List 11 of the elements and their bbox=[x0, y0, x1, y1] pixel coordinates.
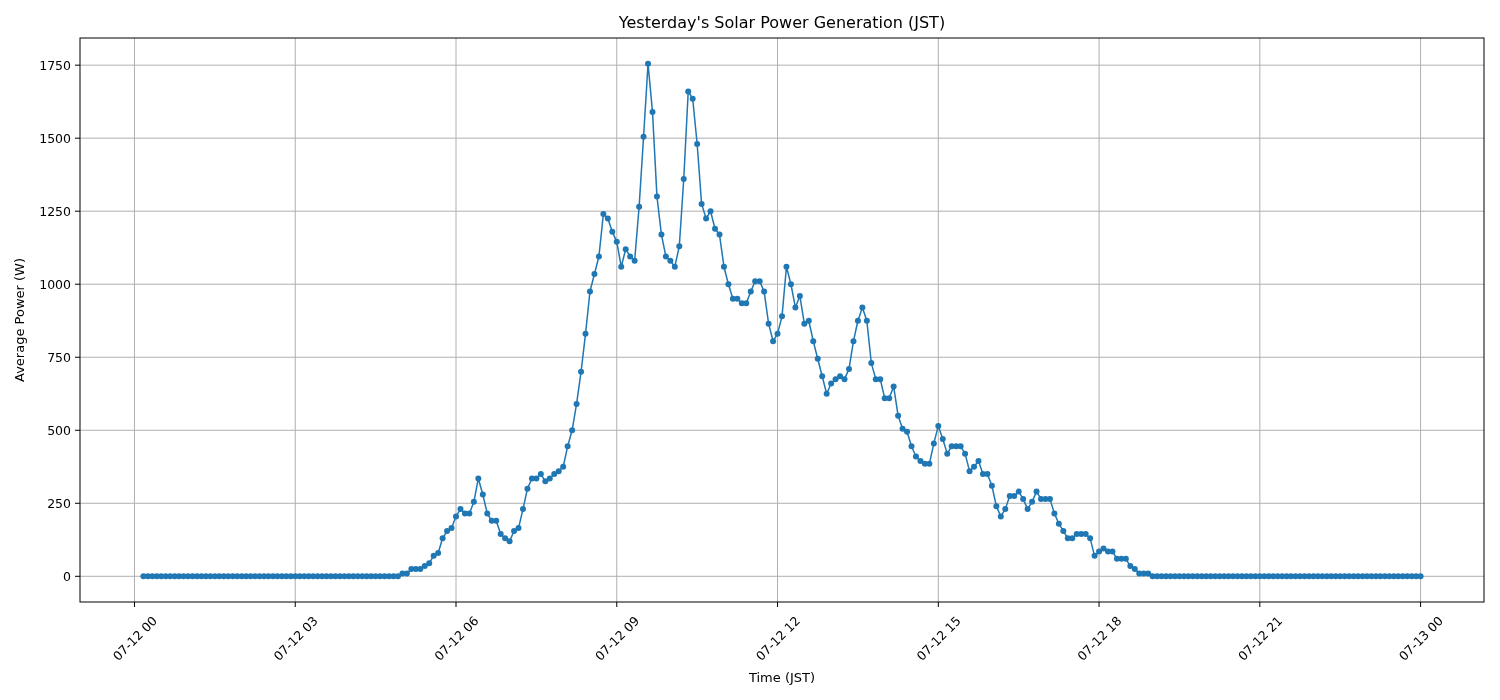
y-tick-label: 750 bbox=[47, 349, 72, 365]
y-tick-label: 1750 bbox=[39, 57, 72, 73]
chart-title: Yesterday's Solar Power Generation (JST) bbox=[617, 13, 946, 32]
y-tick-label: 1250 bbox=[39, 203, 72, 219]
y-tick-label: 1500 bbox=[39, 130, 72, 146]
y-axis-title: Average Power (W) bbox=[12, 258, 27, 382]
y-tick-label: 1000 bbox=[39, 276, 72, 292]
y-tick-label: 0 bbox=[63, 568, 72, 584]
y-tick-label: 250 bbox=[47, 495, 72, 511]
x-axis-title: Time (JST) bbox=[747, 670, 816, 685]
y-tick-label: 500 bbox=[47, 422, 72, 438]
